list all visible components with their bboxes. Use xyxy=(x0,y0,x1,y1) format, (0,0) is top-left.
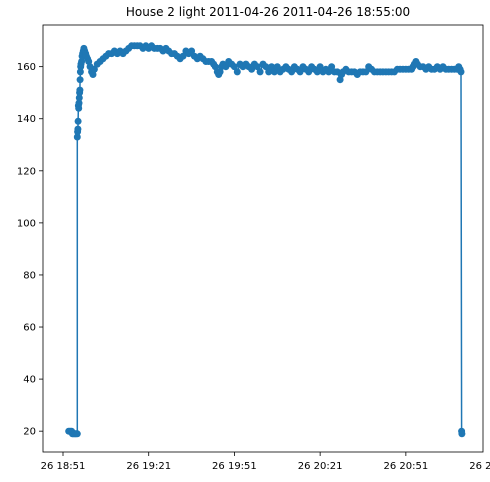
data-point xyxy=(75,94,83,102)
y-tick-label: 60 xyxy=(23,323,36,334)
data-point xyxy=(76,86,84,94)
data-point xyxy=(76,68,84,76)
data-point xyxy=(458,430,466,438)
chart-title: House 2 light 2011-04-26 2011-04-26 18:5… xyxy=(126,5,410,19)
plot-frame xyxy=(42,24,484,453)
axes: 20 40 60 80 100 120 140 160 26 18:51 26 19:21 26 1… xyxy=(17,24,490,472)
data-point xyxy=(256,68,264,76)
data-point xyxy=(188,47,196,55)
data-point xyxy=(248,65,256,73)
data-point xyxy=(288,68,296,76)
data-point xyxy=(76,76,84,84)
data-point xyxy=(296,68,304,76)
data-point xyxy=(75,99,83,107)
data-point xyxy=(233,68,241,76)
y-tick-label: 80 xyxy=(23,270,36,281)
x-tick-label: 26 20:21 xyxy=(298,461,343,472)
data-point xyxy=(457,68,465,76)
y-tick-label: 120 xyxy=(17,166,36,177)
data-point xyxy=(273,63,281,71)
data-point xyxy=(268,63,276,71)
data-point xyxy=(74,125,82,133)
x-tick-label: 26 18:51 xyxy=(41,461,86,472)
data-point xyxy=(222,63,230,71)
data-point xyxy=(73,133,81,141)
data-point xyxy=(90,65,98,73)
data-point xyxy=(253,63,261,71)
data-point xyxy=(230,63,238,71)
data-point xyxy=(270,68,278,76)
y-tick-label: 100 xyxy=(17,218,36,229)
data-point xyxy=(305,68,313,76)
x-tick-label: 26 19:21 xyxy=(126,461,171,472)
data-point xyxy=(265,68,273,76)
data-point xyxy=(179,52,187,60)
y-tick-label: 140 xyxy=(17,114,36,125)
data-point xyxy=(75,104,83,112)
x-tick-label: 26 21:21 xyxy=(469,461,490,472)
y-tick-label: 40 xyxy=(23,375,36,386)
data-point xyxy=(328,63,336,71)
y-tick-label: 20 xyxy=(23,427,36,438)
data-point xyxy=(78,58,86,65)
y-tick-label: 160 xyxy=(17,62,36,73)
series-line xyxy=(68,44,463,435)
data-point xyxy=(325,68,333,76)
data-point xyxy=(73,430,81,438)
data-point xyxy=(362,68,370,76)
data-point xyxy=(74,117,82,125)
data-point xyxy=(316,63,324,71)
x-tick-label: 26 19:51 xyxy=(212,461,257,472)
data-point xyxy=(262,63,270,71)
data-point xyxy=(313,68,321,76)
x-tick-label: 26 20:51 xyxy=(383,461,428,472)
plot-area xyxy=(65,42,466,438)
